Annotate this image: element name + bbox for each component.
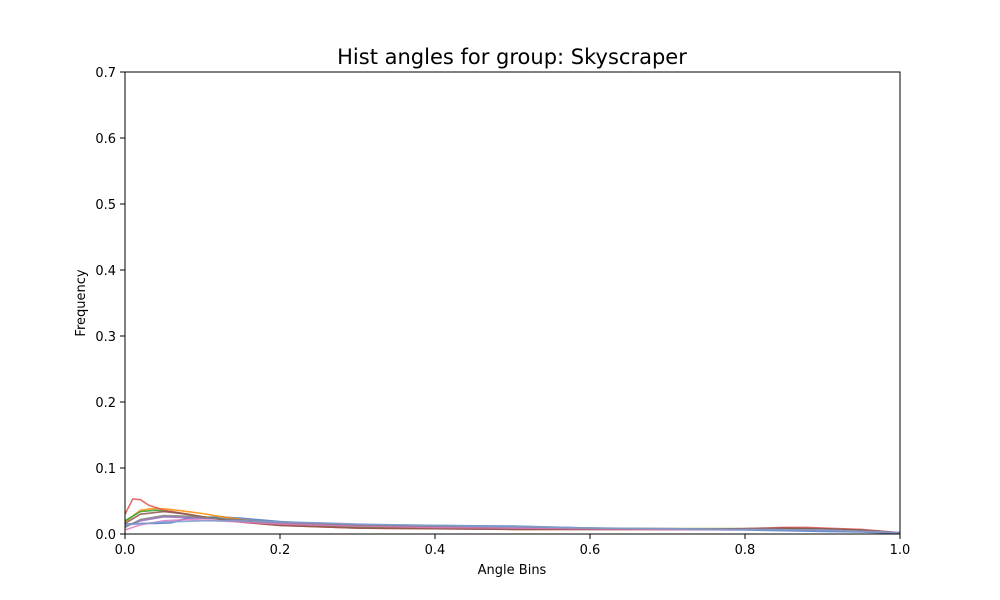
- y-tick-label: 0.2: [95, 396, 116, 411]
- y-tick-label: 0.1: [95, 462, 116, 477]
- x-tick-label: 0.0: [115, 543, 136, 558]
- x-tick-label: 0.2: [270, 543, 291, 558]
- series-layer: [124, 498, 901, 535]
- y-tick-label: 0.7: [95, 66, 116, 81]
- x-axis-label: Angle Bins: [478, 563, 547, 578]
- y-tick-label: 0.4: [95, 264, 116, 279]
- x-axis: 0.0 0.2 0.4 0.6 0.8 1.0: [115, 534, 911, 558]
- x-tick-label: 0.6: [580, 543, 601, 558]
- y-axis-label: Frequency: [74, 269, 89, 336]
- series-line-9: [124, 519, 901, 534]
- x-tick-label: 1.0: [890, 543, 911, 558]
- y-axis: 0.0 0.1 0.2 0.3 0.4 0.5 0.6 0.7: [95, 66, 125, 543]
- plot-frame: [124, 71, 901, 535]
- plot-area: [124, 71, 901, 535]
- y-tick-label: 0.0: [95, 528, 116, 543]
- x-tick-label: 0.8: [735, 543, 756, 558]
- y-tick-label: 0.3: [95, 330, 116, 345]
- y-tick-label: 0.6: [95, 132, 116, 147]
- y-tick-label: 0.5: [95, 198, 116, 213]
- series-line-6: [124, 510, 901, 534]
- x-tick-label: 0.4: [425, 543, 446, 558]
- chart-title: Hist angles for group: Skyscraper: [337, 45, 687, 69]
